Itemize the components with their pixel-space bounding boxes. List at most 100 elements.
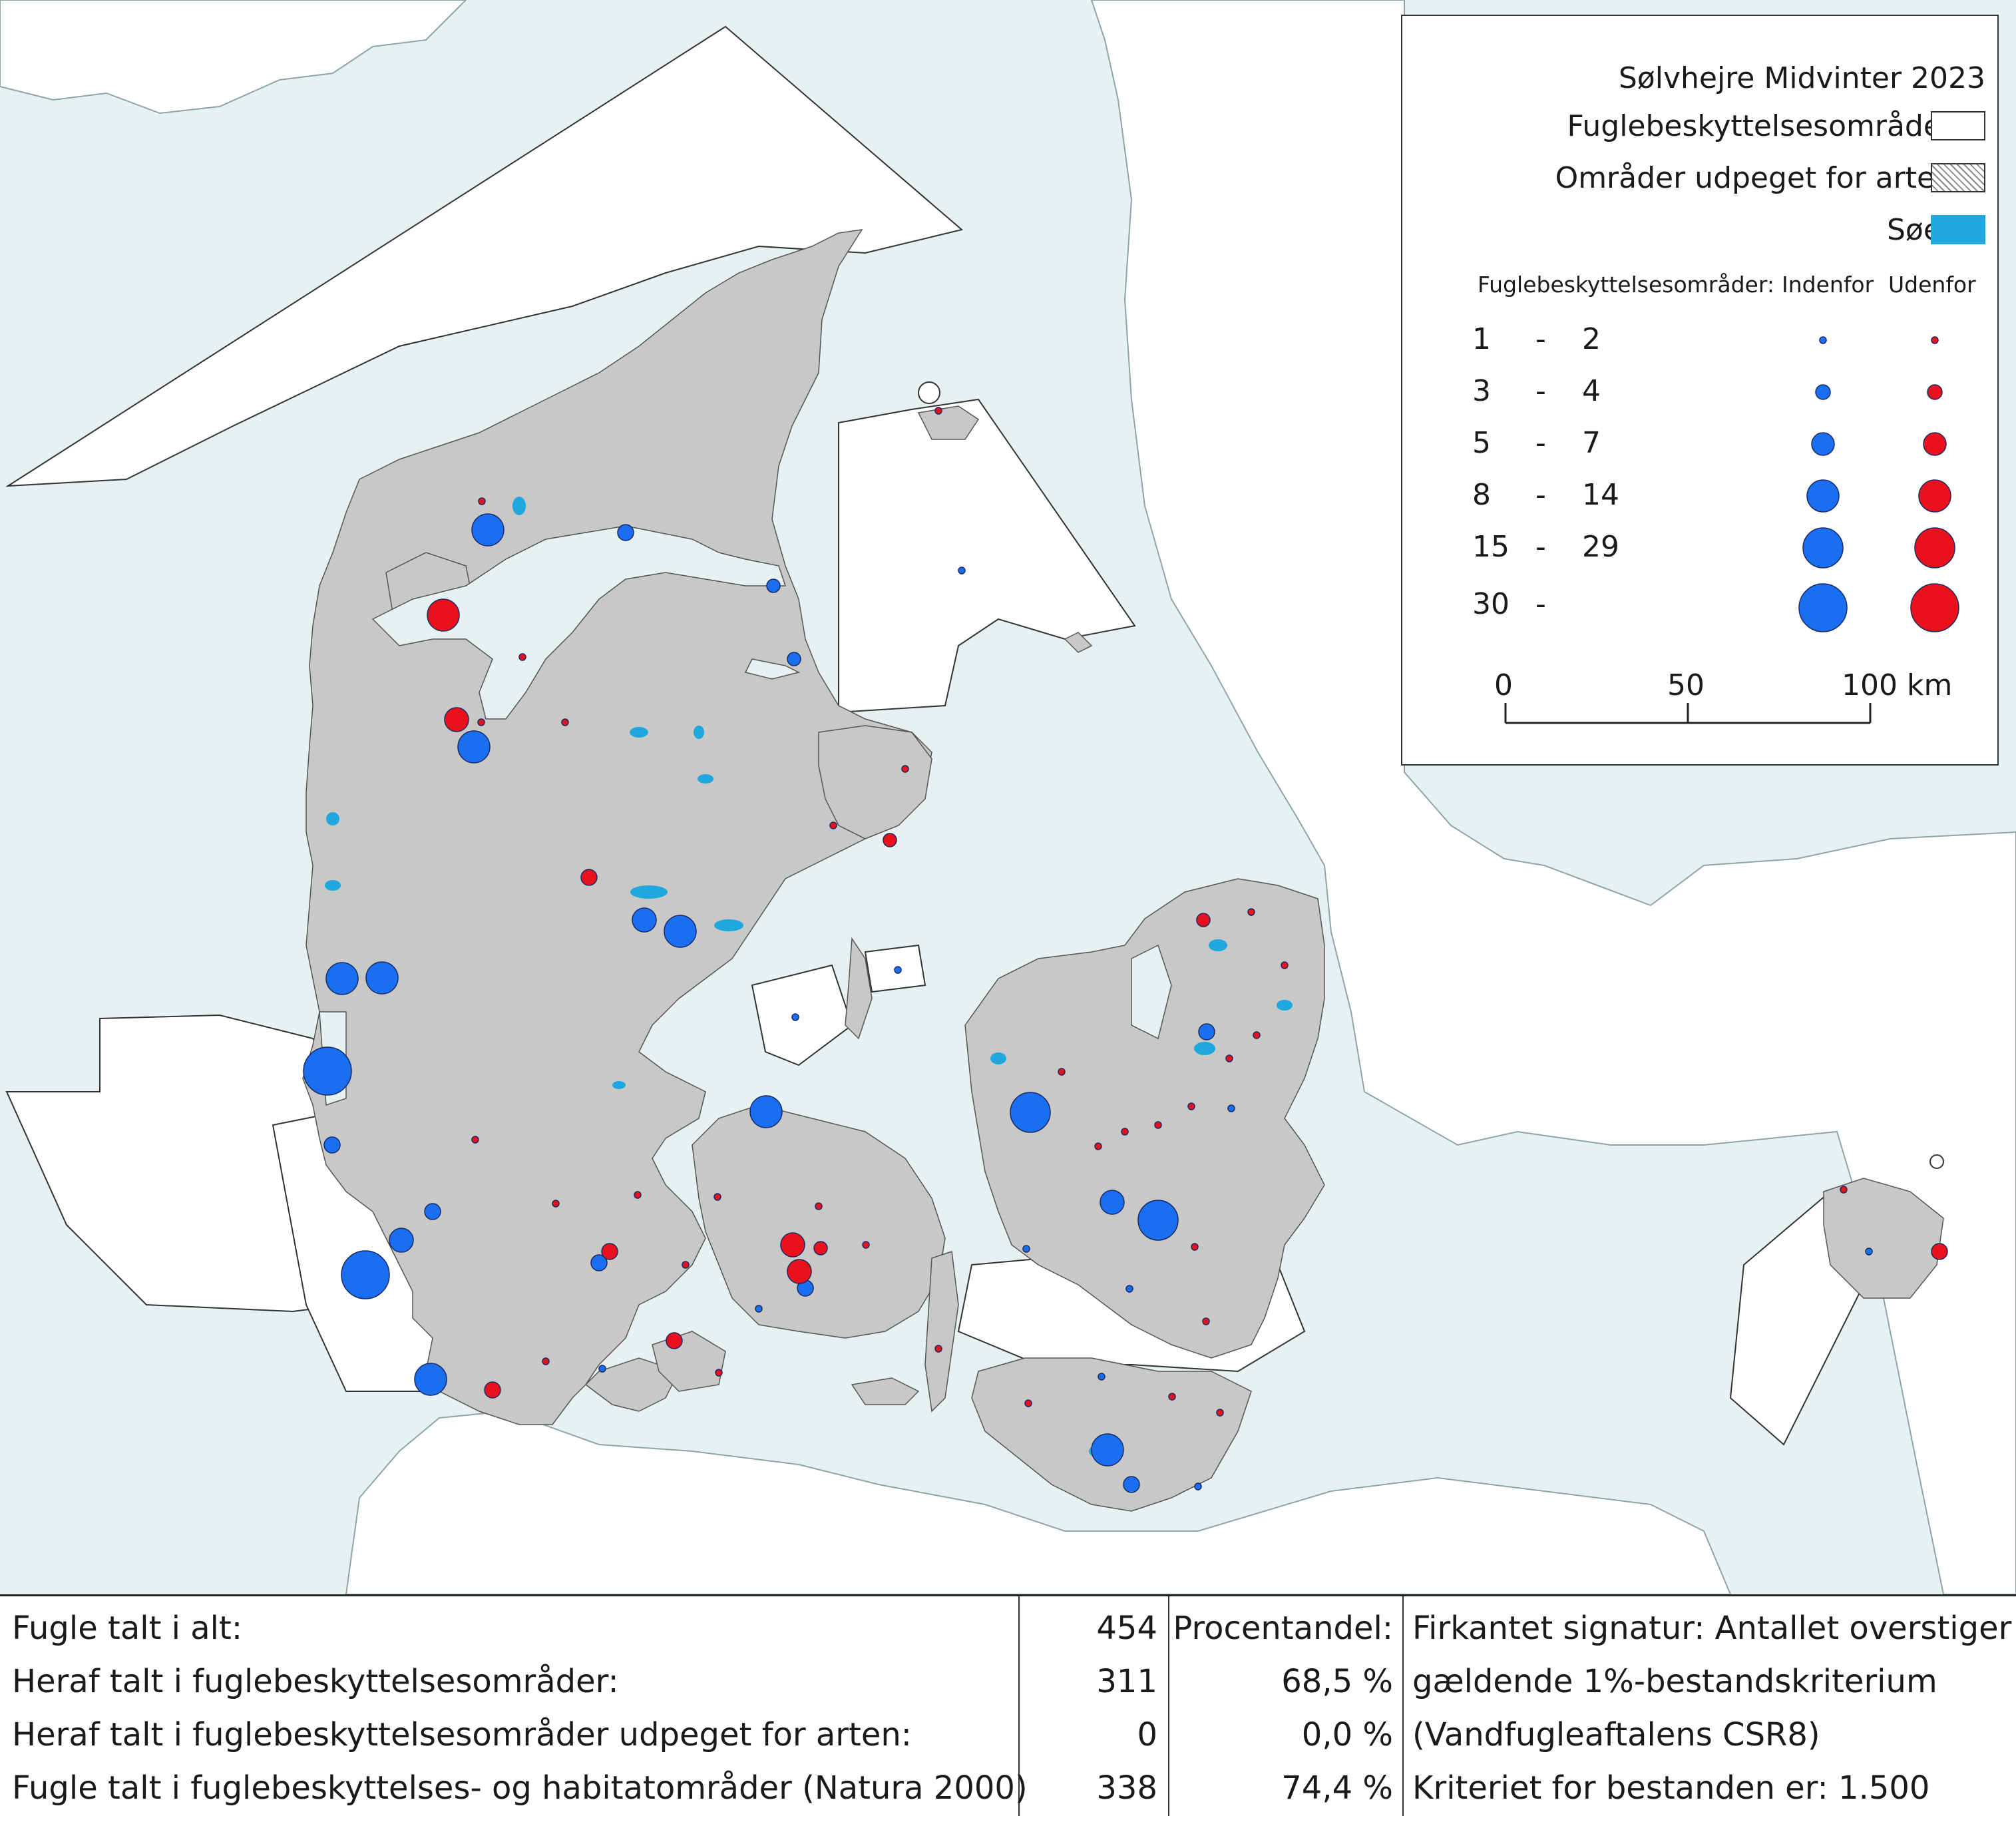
legend-outside-dot [1910, 583, 1959, 632]
size-class-min: 30 [1472, 587, 1510, 621]
observation-outside [780, 1232, 805, 1257]
lake [612, 1081, 626, 1089]
observation-inside [457, 730, 491, 764]
legend-inside-header: Indenfor [1782, 272, 1874, 298]
observation-inside [958, 567, 966, 574]
observation-outside [862, 1241, 870, 1249]
stat-percent: 74,4 % [1281, 1769, 1393, 1807]
observation-inside [787, 652, 801, 666]
legend-designated-label: Områder udpeget for arten [1555, 161, 1953, 195]
limfjord [371, 525, 787, 720]
observation-outside [1247, 908, 1255, 916]
stat-count: 0 [1137, 1716, 1157, 1753]
observations [303, 407, 1948, 1493]
observation-outside [1281, 961, 1289, 969]
langeland [924, 1250, 959, 1413]
lake [325, 880, 341, 891]
observation-inside [791, 1013, 799, 1021]
observation-outside [1253, 1031, 1261, 1039]
observation-inside [894, 966, 902, 974]
observation-inside [1125, 1285, 1133, 1293]
legend-outside-header: Udenfor [1888, 272, 1976, 298]
samso [845, 937, 873, 1040]
zealand [964, 878, 1325, 1359]
legend-outside-dot [1927, 384, 1943, 400]
lillebaelt-area [751, 964, 853, 1066]
observation-inside [598, 1365, 606, 1373]
legend-symbols [1504, 336, 1959, 724]
legend-outside-dot [1918, 479, 1951, 513]
laeso-ring [918, 381, 941, 404]
observation-outside [1121, 1128, 1129, 1136]
scale-label-end: 100 km [1842, 668, 1953, 702]
lake [1209, 939, 1227, 951]
stat-percent-header: Procentandel: [1173, 1610, 1393, 1647]
legend-outside-dot [1923, 432, 1947, 456]
scale-label-zero: 0 [1494, 668, 1513, 702]
norway-sweden-landmass [0, 0, 467, 114]
observation-outside [713, 1193, 721, 1201]
size-class-min: 3 [1472, 374, 1491, 408]
djursland [818, 725, 932, 839]
size-class-dash: - [1535, 478, 1546, 512]
observation-outside [477, 718, 485, 726]
observation-outside [561, 718, 569, 726]
stat-percent: 68,5 % [1281, 1663, 1393, 1700]
lake [990, 1052, 1006, 1064]
size-class-min: 8 [1472, 478, 1491, 512]
observation-outside [601, 1243, 618, 1260]
stat-percent: 0,0 % [1301, 1716, 1393, 1753]
observation-outside [934, 1345, 942, 1353]
legend-inside-dot [1798, 583, 1848, 632]
stat-count: 338 [1096, 1769, 1157, 1807]
observation-inside [1091, 1433, 1124, 1467]
stat-label: Fugle talt i fuglebeskyttelses- og habit… [12, 1769, 1028, 1807]
stat-count: 311 [1096, 1663, 1157, 1700]
table-divider [1402, 1596, 1404, 1816]
germany-landmass [345, 1410, 1732, 1594]
observation-outside [1168, 1393, 1176, 1401]
legend-lakes-swatch [1931, 215, 1985, 244]
size-class-min: 1 [1472, 322, 1491, 356]
aero [851, 1377, 920, 1405]
observation-outside [1154, 1121, 1162, 1129]
lake [630, 885, 668, 899]
size-class-min: 15 [1472, 530, 1510, 564]
observation-outside [478, 497, 486, 505]
legend-inside-dot [1802, 527, 1844, 569]
size-class-dash: - [1535, 530, 1546, 564]
observation-outside [1094, 1142, 1102, 1150]
observation-outside [1196, 913, 1211, 927]
observation-outside [682, 1261, 690, 1269]
observation-outside [813, 1241, 828, 1255]
stat-note: (Vandfugleaftalens CSR8) [1412, 1716, 1820, 1753]
legend-outside-dot [1914, 527, 1955, 569]
size-class-dash: - [1535, 587, 1546, 621]
observation-inside [1137, 1200, 1179, 1241]
fjords [319, 525, 1172, 1106]
observation-outside [883, 833, 897, 847]
legend-inside-dot [1819, 336, 1827, 344]
denmark-land [302, 229, 1944, 1512]
size-class-dash: - [1535, 374, 1546, 408]
observation-outside [1225, 1054, 1233, 1062]
observation-inside [632, 907, 657, 933]
legend: Sølvhejre Midvinter 2023 Fuglebeskyttels… [1401, 15, 1999, 766]
lake [698, 774, 713, 784]
legend-outside-dot [1931, 336, 1939, 344]
sweden-landmass [1090, 0, 2016, 1594]
observation-outside [552, 1200, 560, 1208]
observation-inside [1022, 1245, 1030, 1253]
legend-designated-swatch [1931, 163, 1985, 192]
observation-inside [590, 1254, 608, 1271]
bornholm [1823, 1178, 1944, 1299]
legend-inside-dot [1811, 432, 1835, 456]
observation-outside [1191, 1243, 1199, 1251]
size-class-max: 2 [1582, 322, 1601, 356]
legend-inside-dot [1806, 479, 1840, 513]
observation-outside [715, 1369, 723, 1377]
legend-columns-label: Fuglebeskyttelsesområder: [1478, 272, 1774, 298]
legend-inside-dot [1815, 384, 1831, 400]
stat-count: 454 [1096, 1610, 1157, 1647]
lake [694, 726, 704, 739]
